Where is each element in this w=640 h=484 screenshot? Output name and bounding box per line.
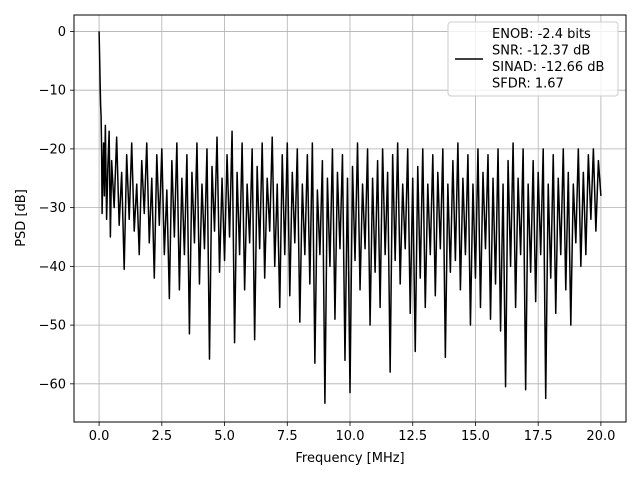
plot-area <box>98 31 602 404</box>
x-tick-label: 12.5 <box>398 429 427 444</box>
legend-entry: ENOB: -2.4 bits SNR: -12.37 dB SINAD: -12.… <box>492 27 604 92</box>
y-tick-label: −50 <box>39 319 66 334</box>
x-tick-label: 5.0 <box>214 429 235 444</box>
y-tick-label: −30 <box>39 201 66 216</box>
x-axis: 0.0 2.5 5.0 7.5 10.0 12.5 15.0 17.5 20.0 <box>89 422 615 444</box>
y-axis: 0 −10 −20 −30 −40 −50 −60 <box>39 25 74 392</box>
psd-series-line <box>98 31 602 404</box>
legend-line: SINAD: -12.66 dB <box>492 60 604 75</box>
x-tick-label: 2.5 <box>151 429 172 444</box>
x-tick-label: 17.5 <box>524 429 553 444</box>
x-tick-label: 7.5 <box>277 429 298 444</box>
x-tick-label: 0.0 <box>89 429 110 444</box>
y-tick-label: −20 <box>39 142 66 157</box>
legend-line: SNR: -12.37 dB <box>492 44 590 59</box>
x-tick-label: 20.0 <box>586 429 615 444</box>
y-tick-label: −60 <box>39 377 66 392</box>
x-axis-label: Frequency [MHz] <box>295 451 404 466</box>
legend: ENOB: -2.4 bits SNR: -12.37 dB SINAD: -12.… <box>447 21 619 97</box>
y-tick-label: −40 <box>39 260 66 275</box>
legend-box <box>447 21 619 97</box>
x-tick-label: 15.0 <box>461 429 490 444</box>
x-tick-label: 10.0 <box>336 429 365 444</box>
y-axis-label: PSD [dB] <box>14 189 29 247</box>
legend-line: ENOB: -2.4 bits <box>492 27 591 42</box>
y-tick-label: 0 <box>58 25 66 40</box>
legend-line: SFDR: 1.67 <box>492 77 564 92</box>
y-tick-label: −10 <box>39 84 66 99</box>
